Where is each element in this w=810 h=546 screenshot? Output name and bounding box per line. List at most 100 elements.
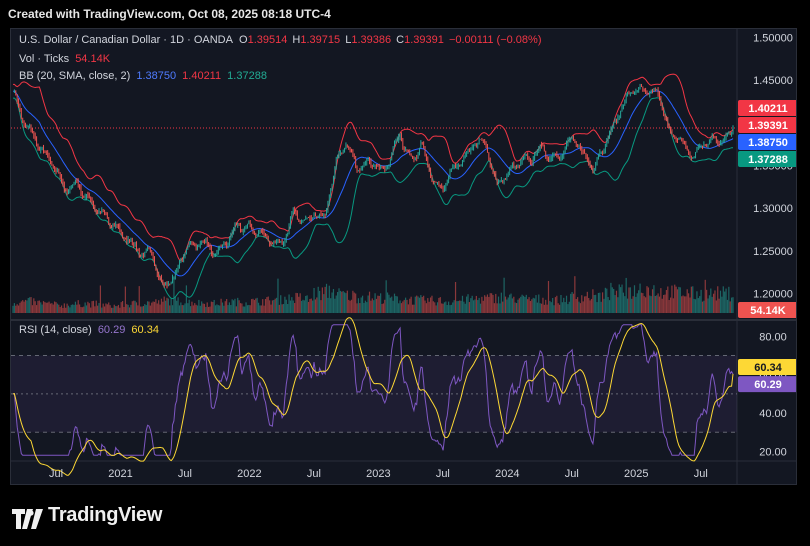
volume-bar	[65, 307, 67, 313]
volume-bar	[502, 301, 504, 313]
symbol-title[interactable]: U.S. Dollar / Canadian Dollar · 1D · OAN…	[19, 34, 233, 46]
volume-bar	[78, 304, 81, 313]
volume-bar	[729, 301, 731, 313]
volume-bar	[327, 297, 329, 313]
volume-bar	[162, 301, 164, 313]
volume-bar	[449, 305, 451, 313]
volume-bar	[34, 301, 36, 313]
volume-legend[interactable]: Vol · Ticks 54.14K	[19, 53, 113, 65]
volume-bar	[23, 301, 25, 313]
volume-bar	[468, 302, 471, 313]
volume-bar	[85, 305, 88, 313]
volume-bar	[121, 301, 124, 313]
rsi-ma-badge-text: 60.34	[754, 362, 782, 374]
rsi-band-fill	[11, 355, 737, 433]
volume-bar	[380, 293, 382, 313]
volume-bar	[260, 305, 262, 313]
volume-bar	[515, 303, 518, 313]
rsi-axis-tick: 80.00	[759, 331, 787, 343]
volume-bar	[384, 299, 386, 313]
volume-bar	[414, 296, 416, 313]
volume-bar	[267, 296, 269, 313]
volume-bar	[352, 290, 354, 313]
volume-bar	[217, 305, 219, 313]
rsi-legend[interactable]: RSI (14, close) 60.29 60.34	[19, 324, 162, 336]
volume-badge-text: 54.14K	[750, 305, 786, 317]
volume-bar	[581, 295, 583, 313]
volume-bar	[620, 287, 622, 313]
volume-bar	[675, 286, 677, 313]
volume-bar	[538, 294, 540, 313]
volume-bar	[436, 302, 439, 313]
volume-bar	[471, 295, 473, 313]
volume-bar	[428, 301, 430, 313]
volume-bar	[278, 304, 280, 313]
volume-bar	[410, 296, 412, 313]
volume-bar	[165, 300, 167, 313]
volume-bar	[170, 297, 172, 313]
volume-bar	[614, 295, 616, 313]
volume-bar	[192, 305, 194, 313]
volume-bar	[115, 306, 117, 313]
volume-bar	[669, 297, 672, 313]
volume-bar	[463, 301, 465, 313]
volume-bar	[101, 307, 103, 313]
volume-bar	[643, 296, 645, 313]
volume-bar	[421, 296, 423, 313]
ohlc-high: H1.39715	[292, 34, 341, 46]
volume-bar	[558, 304, 561, 313]
volume-bar	[234, 298, 236, 313]
volume-bar	[95, 300, 97, 313]
volume-bar	[629, 287, 631, 313]
volume-bar	[416, 295, 418, 313]
volume-bar	[346, 290, 348, 313]
volume-bar	[239, 303, 242, 313]
volume-bar	[617, 297, 619, 313]
volume-bar	[323, 294, 325, 313]
volume-bar	[149, 305, 151, 313]
volume-bar	[718, 298, 720, 313]
volume-bar	[503, 277, 505, 313]
volume-bar	[314, 299, 317, 313]
volume-bar	[324, 286, 326, 313]
volume-bar	[113, 304, 115, 313]
volume-bar	[56, 303, 58, 313]
volume-bar	[667, 286, 669, 313]
volume-bar	[126, 304, 128, 313]
volume-bar	[108, 302, 110, 313]
bb-lower-badge-text: 1.37288	[748, 154, 788, 166]
volume-bar	[497, 296, 500, 313]
bb-legend[interactable]: BB (20, SMA, close, 2) 1.38750 1.40211 1…	[19, 70, 270, 82]
volume-bar	[595, 294, 597, 313]
volume-bar	[542, 297, 544, 313]
chart-panel[interactable]: 1.500001.450001.400001.350001.300001.250…	[10, 28, 797, 485]
volume-bar	[479, 303, 482, 313]
volume-bar	[208, 306, 210, 313]
volume-bar	[159, 304, 161, 313]
volume-bar	[708, 295, 711, 313]
volume-bar	[52, 304, 54, 313]
volume-bar	[295, 292, 297, 313]
volume-bar	[657, 293, 659, 313]
volume-bar	[585, 296, 587, 313]
volume-bar	[191, 301, 193, 313]
volume-bar	[312, 300, 314, 313]
volume-bar	[520, 296, 522, 313]
volume-bar	[679, 287, 681, 313]
volume-bar	[146, 301, 149, 313]
volume-bar	[635, 296, 637, 313]
volume-bar	[83, 306, 85, 313]
close-price-badge-text: 1.39391	[748, 120, 788, 132]
chart-svg[interactable]: 1.500001.450001.400001.350001.300001.250…	[11, 29, 797, 485]
volume-bar	[588, 297, 590, 313]
volume-bar	[131, 301, 133, 313]
volume-bar	[98, 303, 100, 313]
rsi-label: RSI (14, close)	[19, 324, 92, 336]
volume-bar	[335, 295, 337, 313]
volume-bar	[275, 297, 278, 313]
volume-bar	[33, 298, 35, 313]
volume-bar	[281, 304, 283, 313]
volume-bar	[252, 298, 254, 313]
volume-bar	[459, 300, 461, 313]
bb-upper-line	[13, 73, 734, 261]
